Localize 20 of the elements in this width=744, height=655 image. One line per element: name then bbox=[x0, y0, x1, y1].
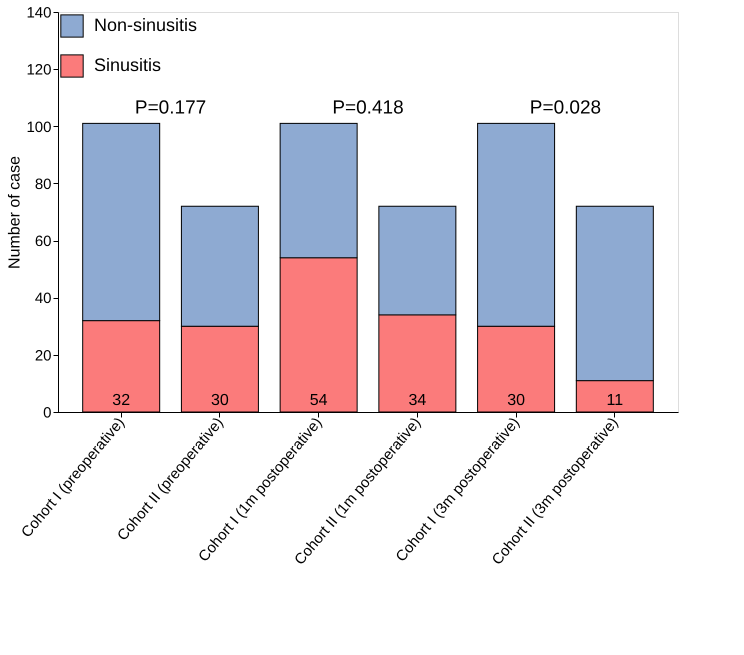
data-label: 30 bbox=[211, 392, 229, 409]
data-label: 30 bbox=[507, 392, 526, 409]
data-label: 54 bbox=[310, 392, 328, 409]
annotation: P=0.418 bbox=[332, 97, 404, 118]
data-label: 34 bbox=[408, 392, 426, 409]
y-tick-label: 40 bbox=[34, 290, 52, 308]
data-label: 11 bbox=[606, 392, 624, 409]
y-tick-label: 60 bbox=[34, 233, 52, 250]
y-tick-label: 140 bbox=[26, 4, 52, 22]
legend-label: Sinusitis bbox=[94, 55, 162, 75]
y-tick-label: 80 bbox=[34, 176, 52, 193]
y-axis-title: Number of case bbox=[6, 156, 24, 269]
annotation: P=0.177 bbox=[134, 97, 206, 118]
y-tick-label: 120 bbox=[26, 62, 52, 79]
annotation: P=0.028 bbox=[530, 97, 602, 118]
data-label: 32 bbox=[112, 392, 130, 409]
legend-label: Non-sinusitis bbox=[94, 15, 198, 35]
y-tick-label: 100 bbox=[26, 118, 52, 136]
y-tick-label: 20 bbox=[34, 347, 52, 364]
y-tick-label: 0 bbox=[43, 404, 52, 422]
